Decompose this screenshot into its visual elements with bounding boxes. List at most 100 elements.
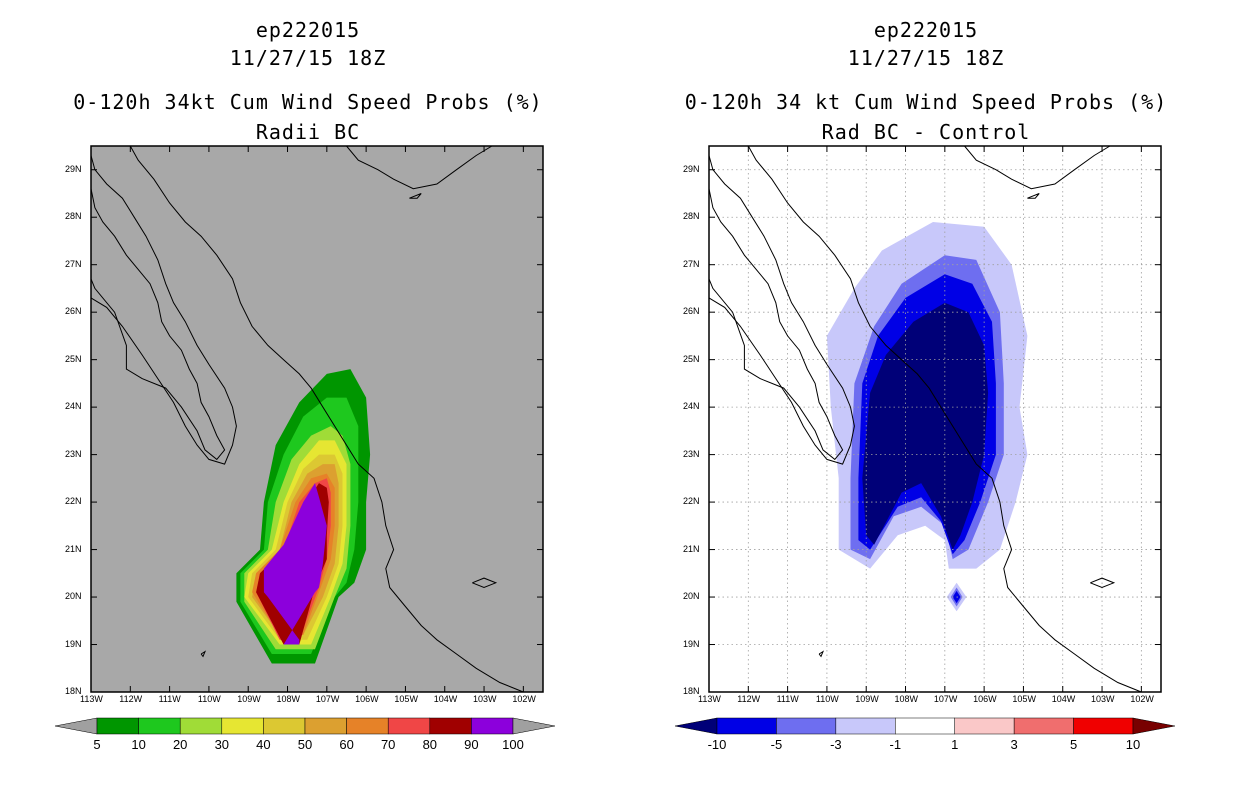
right-subtitle: Rad BC - Control xyxy=(821,120,1031,144)
right-x-tick-label: 113W xyxy=(698,694,721,704)
colorbar-label: -10 xyxy=(707,737,727,752)
colorbar-swatch xyxy=(1073,717,1134,735)
colorbar-label: 50 xyxy=(297,737,313,752)
coastline-2 xyxy=(129,145,524,693)
colorbar-label: 5 xyxy=(93,737,101,752)
colorbar-label: -3 xyxy=(830,737,842,752)
colorbar-label: -5 xyxy=(770,737,783,752)
right-x-tick-label: 104W xyxy=(1051,694,1076,704)
colorbar-arrow-right xyxy=(1132,717,1176,735)
island-2 xyxy=(200,650,207,658)
colorbar-swatch xyxy=(776,717,837,735)
right-y-tick-label: 23N xyxy=(683,448,700,459)
colorbar-label: 80 xyxy=(422,737,438,752)
colorbar-arrow-left xyxy=(54,717,98,735)
left-y-tick-label: 22N xyxy=(65,496,82,507)
right-colorbar xyxy=(674,717,1176,735)
right-x-tick-label: 111W xyxy=(776,694,799,704)
right-x-tick-label: 108W xyxy=(894,694,919,704)
colorbar-swatch xyxy=(179,717,223,735)
left-y-tick-label: 26N xyxy=(65,306,82,317)
colorbar-label: 5 xyxy=(1069,737,1078,752)
colorbar-swatch xyxy=(387,717,431,735)
colorbar-swatch xyxy=(221,717,264,735)
coastline-0 xyxy=(90,188,226,461)
right-y-tick-label: 29N xyxy=(683,163,700,174)
left-y-tick-label: 29N xyxy=(65,163,82,174)
coastline-2 xyxy=(747,145,1142,693)
colorbar-label: 60 xyxy=(339,737,354,752)
coastline-1 xyxy=(708,155,855,465)
left-x-tick-label: 108W xyxy=(276,694,301,704)
left-x-tick-label: 111W xyxy=(158,694,181,704)
coastline-3 xyxy=(964,145,1111,190)
right-x-tick-label: 103W xyxy=(1091,694,1115,704)
island-1 xyxy=(409,193,422,199)
island-2 xyxy=(818,650,825,658)
left-y-tick-label: 28N xyxy=(65,211,82,222)
right-x-tick-label: 102W xyxy=(1130,694,1154,704)
colorbar-label: 100 xyxy=(502,737,524,752)
colorbar-label: 70 xyxy=(380,737,396,752)
left-y-tick-label: 24N xyxy=(65,401,82,412)
colorbar-arrow-left xyxy=(674,717,718,735)
left-x-tick-label: 110W xyxy=(197,694,221,704)
colorbar-swatch xyxy=(954,717,1015,735)
colorbar-swatch xyxy=(346,717,389,735)
left-y-tick-label: 20N xyxy=(65,591,82,602)
left-map-plot xyxy=(90,145,544,693)
colorbar-label: 10 xyxy=(1125,737,1141,752)
coastline-0 xyxy=(708,188,844,461)
colorbar-swatch xyxy=(895,717,955,735)
left-y-tick-label: 21N xyxy=(65,543,82,554)
right-x-tick-label: 110W xyxy=(815,694,839,704)
right-title: 0-120h 34 kt Cum Wind Speed Probs (%) xyxy=(684,90,1168,114)
colorbar-swatch xyxy=(138,717,181,735)
left-y-tick-label: 19N xyxy=(65,638,82,649)
right-y-tick-label: 18N xyxy=(683,686,700,696)
left-x-tick-label: 103W xyxy=(473,694,497,704)
left-y-tick-label: 27N xyxy=(65,258,82,269)
right-x-tick-label: 109W xyxy=(855,694,879,704)
colorbar-swatch xyxy=(96,717,139,735)
left-x-tick-label: 106W xyxy=(355,694,379,704)
colorbar-label: 3 xyxy=(1010,737,1018,752)
right-y-tick-label: 28N xyxy=(683,211,700,222)
right-y-tick-label: 22N xyxy=(683,496,700,507)
colorbar-label: 30 xyxy=(214,737,230,752)
left-x-tick-label: 112W xyxy=(119,694,143,704)
colorbar-swatch xyxy=(263,717,306,735)
island-0 xyxy=(1090,577,1116,589)
colorbar-arrow-right xyxy=(512,717,556,735)
colorbar-swatch xyxy=(1013,717,1074,735)
colorbar-swatch xyxy=(835,717,896,735)
left-x-tick-label: 102W xyxy=(512,694,536,704)
left-y-tick-label: 23N xyxy=(65,448,82,459)
map-frame xyxy=(90,145,544,693)
left-datetime: 11/27/15 18Z xyxy=(229,46,387,70)
contour-fill-90-9 xyxy=(263,483,327,645)
colorbar-swatch xyxy=(716,717,777,735)
colorbar-label: -1 xyxy=(889,737,902,752)
right-x-tick-label: 106W xyxy=(973,694,997,704)
island-0 xyxy=(472,577,498,589)
left-x-tick-label: 105W xyxy=(394,694,418,704)
right-x-tick-label: 107W xyxy=(933,694,958,704)
colorbar-label: 10 xyxy=(131,737,146,752)
coastline-1 xyxy=(90,155,237,465)
right-datetime: 11/27/15 18Z xyxy=(847,46,1005,70)
contour-fill--10-3 xyxy=(862,302,989,550)
right-y-tick-label: 24N xyxy=(683,401,700,412)
left-colorbar xyxy=(54,717,556,735)
colorbar-swatch xyxy=(304,717,347,735)
colorbar-label: 1 xyxy=(951,737,959,752)
left-title: 0-120h 34kt Cum Wind Speed Probs (%) xyxy=(73,90,543,114)
right-y-tick-label: 20N xyxy=(683,591,700,602)
right-storm-id: ep222015 xyxy=(873,18,979,42)
left-x-tick-label: 109W xyxy=(237,694,261,704)
island-1 xyxy=(1027,193,1040,199)
colorbar-label: 40 xyxy=(256,737,271,752)
right-y-tick-label: 21N xyxy=(683,543,700,554)
left-x-tick-label: 113W xyxy=(80,694,103,704)
left-y-tick-label: 18N xyxy=(65,686,82,696)
